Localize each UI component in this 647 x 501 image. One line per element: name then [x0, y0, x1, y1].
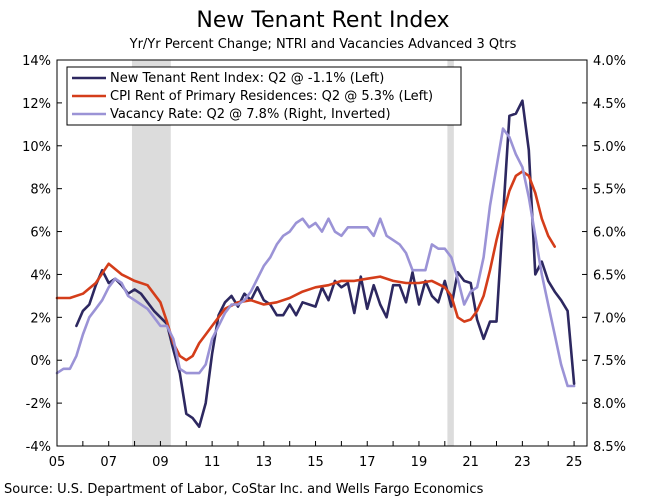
legend: New Tenant Rent Index: Q2 @ -1.1% (Left)…: [66, 66, 462, 126]
left-tick-label: 0%: [30, 354, 51, 369]
left-tick-label: -2%: [26, 397, 51, 412]
right-tick-label: 5.0%: [593, 140, 626, 155]
legend-label-ntri: New Tenant Rent Index: Q2 @ -1.1% (Left): [110, 71, 384, 86]
x-tick-label: 25: [566, 455, 583, 470]
left-tick-label: 8%: [30, 183, 51, 198]
series-layer: [55, 99, 576, 429]
right-tick-label: 6.0%: [593, 226, 626, 241]
right-axis: 4.0% 4.5% 5.0% 5.5% 6.0% 6.5% 7.0% 7.5% 8.0% 8.5%: [582, 54, 626, 455]
legend-box: [66, 66, 462, 126]
legend-label-cpi: CPI Rent of Primary Residences: Q2 @ 5.3…: [110, 89, 433, 104]
left-tick-label: 14%: [22, 54, 51, 69]
right-tick-label: 4.0%: [593, 54, 626, 69]
left-tick-label: 4%: [30, 268, 51, 283]
x-tick-label: 23: [514, 455, 531, 470]
chart-subtitle: Yr/Yr Percent Change; NTRI and Vacancies…: [129, 37, 517, 52]
right-tick-label: 8.5%: [593, 440, 626, 455]
x-tick-label: 11: [204, 455, 221, 470]
right-tick-label: 4.5%: [593, 97, 626, 112]
recession-band-1: [447, 60, 454, 446]
x-tick-label: 21: [462, 455, 479, 470]
legend-label-vacancy: Vacancy Rate: Q2 @ 7.8% (Right, Inverted…: [110, 107, 391, 122]
x-tick-label: 05: [49, 455, 66, 470]
x-tick-label: 07: [100, 455, 117, 470]
series-line-cpi: [55, 170, 557, 362]
left-tick-label: 2%: [30, 311, 51, 326]
x-tick-label: 09: [152, 455, 169, 470]
left-tick-label: -4%: [26, 440, 51, 455]
series-line-ntri: [75, 99, 576, 429]
right-tick-label: 7.0%: [593, 311, 626, 326]
left-tick-label: 12%: [22, 97, 51, 112]
source-note: Source: U.S. Department of Labor, CoStar…: [4, 482, 484, 497]
left-axis: 14% 12% 10% 8% 6% 4% 2% 0% -2% -4%: [22, 54, 62, 455]
chart-title: New Tenant Rent Index: [196, 8, 449, 33]
right-tick-label: 5.5%: [593, 183, 626, 198]
right-tick-label: 6.5%: [593, 268, 626, 283]
right-tick-label: 8.0%: [593, 397, 626, 412]
plot-frame: [56, 59, 588, 447]
x-tick-label: 17: [359, 455, 376, 470]
x-tick-label: 19: [411, 455, 428, 470]
x-axis: 05 07 09 11 13 15 17 19 21 23 25: [49, 441, 583, 470]
left-tick-label: 10%: [22, 140, 51, 155]
right-tick-label: 7.5%: [593, 354, 626, 369]
left-tick-label: 6%: [30, 226, 51, 241]
x-tick-label: 13: [256, 455, 273, 470]
x-tick-label: 15: [307, 455, 324, 470]
series-line-vacancy: [55, 127, 576, 388]
